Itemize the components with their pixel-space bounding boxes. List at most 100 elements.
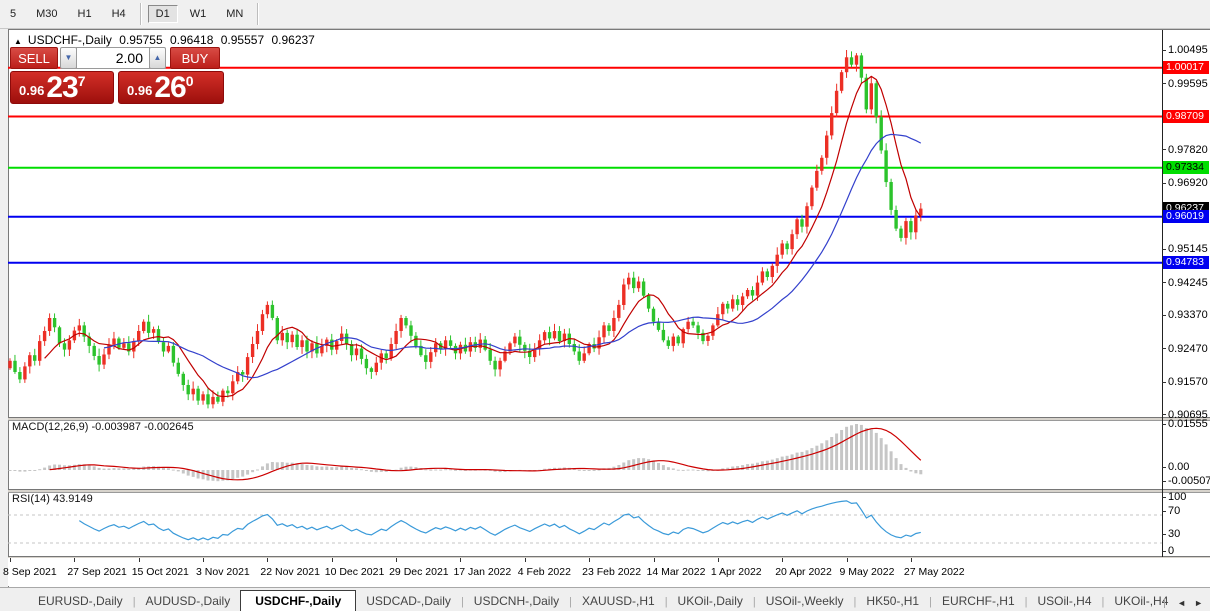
indicator-axis-tick — [1162, 533, 1166, 535]
indicator-axis-tick — [1162, 423, 1166, 425]
date-axis-tick — [653, 558, 655, 562]
indicator-axis-tick — [1162, 480, 1166, 482]
indicator-axis-label: 0.00 — [1168, 461, 1190, 473]
tab-separator: | — [752, 596, 756, 608]
price-level-badge: 0.94783 — [1163, 256, 1209, 270]
price-level-badge: 0.98709 — [1163, 110, 1209, 124]
price-axis-label: 0.90695 — [1168, 408, 1208, 421]
price-level-badge: 0.96019 — [1163, 210, 1209, 224]
date-axis-tick — [589, 558, 591, 562]
price-axis-tick — [1162, 381, 1166, 383]
ohlc-close: 0.96237 — [271, 33, 315, 47]
price-axis-label: 0.93370 — [1168, 309, 1208, 322]
price-axis-separator — [1162, 30, 1163, 557]
price-level-badge: 0.97334 — [1163, 161, 1209, 175]
bid-price-prefix: 0.96 — [19, 83, 45, 98]
price-axis-label: 0.97820 — [1168, 143, 1208, 156]
price-level-badge: 1.00017 — [1163, 61, 1209, 75]
date-axis-label: 4 Feb 2022 — [517, 566, 571, 578]
timeframe-button-mn[interactable]: MN — [226, 8, 244, 20]
tab-separator: | — [1101, 596, 1105, 608]
date-axis: 8 Sep 2021 27 Sep 2021 15 Oct 2021 3 Nov 20… — [3, 558, 1210, 586]
collapse-panel-icon[interactable]: ▲ — [14, 37, 22, 46]
date-axis-tick — [782, 558, 784, 562]
buy-button[interactable]: BUY — [170, 47, 220, 69]
chart-tab-audusd-daily[interactable]: AUDUSD-,Daily — [145, 594, 231, 608]
ask-price-prefix: 0.96 — [127, 83, 153, 98]
price-axis-tick — [1162, 49, 1166, 51]
chart-tab-eurchf-h1[interactable]: EURCHF-,H1 — [941, 594, 1015, 608]
tab-separator: | — [664, 596, 668, 608]
timeframe-button-5[interactable]: 5 — [10, 8, 17, 20]
chart-tab-usdchf-daily[interactable]: USDCHF-,Daily — [240, 590, 357, 611]
toolbar-separator — [257, 3, 260, 25]
chart-tab-usoil-weekly[interactable]: USOil-,Weekly — [765, 594, 844, 608]
symbol-title: USDCHF-,Daily — [27, 33, 112, 47]
tab-scroll-arrows: ◄ ► — [1164, 598, 1207, 608]
price-axis-label: 0.99595 — [1168, 77, 1208, 90]
timeframe-toolbar: 5 M30 H1 H4 D1 W1 MN — [0, 0, 1210, 29]
price-axis-label: 0.96920 — [1168, 177, 1208, 190]
chart-tab-ukoil-daily[interactable]: UKOil-,Daily — [677, 594, 743, 608]
date-axis-tick — [910, 558, 912, 562]
chart-tab-usoil-h4[interactable]: USOil-,H4 — [1037, 594, 1092, 608]
price-axis-label: 0.92470 — [1168, 342, 1208, 355]
chart-tab-ukoil-h4[interactable]: UKOil-,H4 — [1114, 594, 1169, 608]
tab-separator: | — [460, 596, 464, 608]
ohlc-high: 0.96418 — [170, 33, 214, 47]
price-axis-tick — [1162, 182, 1166, 184]
volume-input[interactable]: 2.00 — [76, 47, 150, 69]
date-axis-label: 3 Nov 2021 — [196, 566, 250, 578]
date-axis-label: 29 Dec 2021 — [389, 566, 449, 578]
chart-window — [8, 29, 1210, 587]
price-axis-label: 0.95145 — [1168, 243, 1208, 256]
tab-separator: | — [569, 596, 572, 608]
volume-decrease-button[interactable]: ▼ — [60, 47, 77, 69]
bid-price-big: 23 — [46, 71, 78, 104]
tab-scroll-right-icon[interactable]: ► — [1194, 598, 1203, 608]
indicator-axis-label: 100 — [1168, 491, 1187, 503]
indicator-axis-tick — [1162, 496, 1166, 498]
chart-header: ▲ USDCHF-,Daily 0.95755 0.96418 0.95557 0… — [14, 33, 319, 47]
indicator-axis-label: 70 — [1168, 505, 1181, 517]
price-axis-label: 0.94245 — [1168, 276, 1208, 289]
tab-scroll-left-icon[interactable]: ◄ — [1177, 598, 1187, 608]
volume-increase-button[interactable]: ▲ — [149, 47, 166, 69]
date-axis-tick — [203, 558, 205, 562]
chart-tab-eurusd-daily[interactable]: EURUSD-,Daily — [38, 594, 123, 608]
timeframe-button-h4[interactable]: H4 — [111, 8, 126, 20]
ask-price-box[interactable]: 0.96 26 0 — [118, 71, 224, 104]
date-axis-label: 22 Nov 2021 — [260, 566, 320, 578]
date-axis-label: 14 Mar 2022 — [646, 566, 706, 578]
timeframe-button-d1[interactable]: D1 — [147, 5, 178, 23]
macd-label: MACD(12,26,9) -0.003987 -0.002645 — [12, 421, 194, 433]
chart-tab-usdcad-daily[interactable]: USDCAD-,Daily — [366, 594, 451, 608]
toolbar-separator — [139, 3, 142, 25]
tab-separator: | — [1024, 596, 1028, 608]
sell-button[interactable]: SELL — [10, 47, 58, 69]
timeframe-button-h1[interactable]: H1 — [77, 8, 92, 20]
chart-tab-xauusd-h1[interactable]: XAUUSD-,H1 — [582, 594, 655, 608]
chart-tab-hk50-h1[interactable]: HK50-,H1 — [866, 594, 920, 608]
date-axis-tick — [10, 558, 11, 562]
ohlc-low: 0.95557 — [220, 33, 265, 47]
date-axis-tick — [396, 558, 398, 562]
date-axis-tick — [267, 558, 269, 562]
pane-divider-macd[interactable] — [8, 417, 1210, 421]
timeframe-button-m30[interactable]: M30 — [36, 8, 58, 20]
price-axis-tick — [1162, 348, 1166, 350]
bid-price-box[interactable]: 0.96 23 7 — [10, 71, 114, 104]
date-axis-label: 27 Sep 2021 — [67, 566, 127, 578]
timeframe-button-w1[interactable]: W1 — [189, 8, 207, 20]
ask-price-big: 26 — [154, 71, 186, 104]
price-axis-tick — [1162, 414, 1166, 416]
price-axis-label: 1.00495 — [1168, 44, 1208, 56]
indicator-axis-label: 0 — [1168, 545, 1175, 557]
chart-surface[interactable] — [8, 30, 1162, 557]
pane-divider-rsi[interactable] — [8, 489, 1210, 493]
date-axis-label: 23 Feb 2022 — [582, 566, 642, 578]
date-axis-label: 20 Apr 2022 — [775, 566, 832, 578]
date-axis-label: 17 Jan 2022 — [453, 566, 512, 578]
price-axis-tick — [1162, 83, 1166, 85]
chart-tab-usdcnh-daily[interactable]: USDCNH-,Daily — [473, 594, 560, 608]
